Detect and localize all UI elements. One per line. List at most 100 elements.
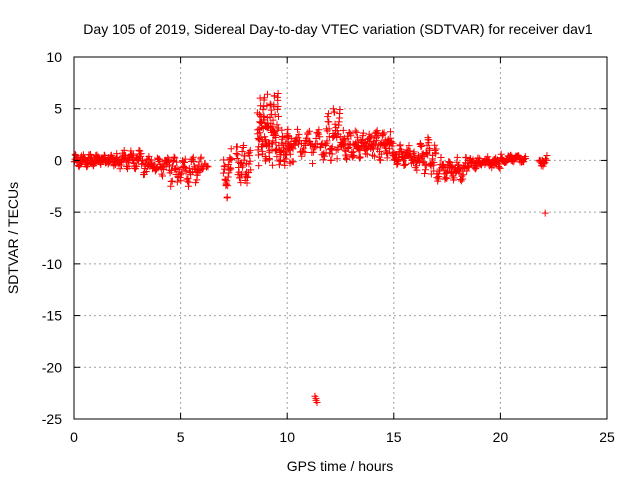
data-point — [129, 150, 137, 158]
data-point — [271, 130, 279, 138]
data-point — [274, 103, 282, 111]
data-point — [367, 133, 375, 141]
data-point — [118, 161, 126, 169]
data-point — [316, 133, 324, 141]
data-point — [540, 160, 548, 168]
x-tick-label: 25 — [599, 429, 615, 445]
x-tick-label: 15 — [386, 429, 402, 445]
y-tick-label: -15 — [42, 308, 62, 324]
data-point — [142, 168, 150, 176]
data-point — [421, 169, 429, 177]
data-point — [197, 153, 205, 161]
data-point — [165, 155, 173, 163]
data-point — [181, 159, 189, 167]
data-points — [70, 89, 551, 406]
data-point — [233, 143, 241, 151]
data-point — [343, 153, 351, 161]
data-point — [158, 172, 166, 180]
data-point — [234, 151, 242, 159]
data-point — [228, 156, 236, 164]
y-tick-label: -25 — [42, 411, 62, 427]
data-point — [484, 153, 492, 161]
data-point — [379, 130, 387, 138]
data-point — [190, 157, 198, 165]
data-point — [177, 177, 185, 185]
data-point — [226, 155, 234, 163]
x-tick-label: 20 — [493, 429, 509, 445]
data-point — [325, 118, 333, 126]
data-point — [278, 126, 286, 134]
data-point — [265, 139, 273, 147]
data-point — [353, 128, 361, 136]
data-point — [356, 154, 364, 162]
data-point — [259, 106, 267, 114]
data-point — [321, 152, 329, 160]
data-point — [224, 182, 232, 190]
data-point — [328, 143, 336, 151]
data-point — [543, 151, 551, 159]
data-point — [394, 160, 402, 168]
data-point — [386, 134, 394, 142]
data-point — [339, 126, 347, 134]
data-point — [347, 132, 355, 140]
data-point — [227, 165, 235, 173]
data-point — [260, 94, 268, 102]
data-point — [266, 100, 274, 108]
data-point — [138, 160, 146, 168]
y-tick-label: -5 — [50, 204, 63, 220]
data-point — [167, 167, 175, 175]
data-point — [312, 135, 320, 143]
data-point — [351, 127, 359, 135]
data-point — [323, 137, 331, 145]
data-point — [305, 127, 313, 135]
data-point — [366, 134, 374, 142]
data-point — [247, 166, 255, 174]
data-point — [350, 151, 358, 159]
data-point — [380, 129, 388, 137]
data-point — [463, 167, 471, 175]
x-tick-label: 10 — [279, 429, 295, 445]
data-point — [269, 116, 277, 124]
data-point — [458, 172, 466, 180]
data-point — [260, 113, 268, 121]
chart-title: Day 105 of 2019, Sidereal Day-to-day VTE… — [83, 21, 593, 37]
data-point — [336, 105, 344, 113]
data-point — [437, 153, 445, 161]
data-point — [233, 155, 241, 163]
data-point — [168, 177, 176, 185]
data-point — [312, 396, 320, 404]
data-point — [353, 133, 361, 141]
data-point — [268, 161, 276, 169]
data-point — [341, 146, 349, 154]
grid-lines — [74, 57, 607, 419]
data-point — [232, 149, 240, 157]
data-point — [177, 171, 185, 179]
data-point — [333, 155, 341, 163]
data-point — [433, 174, 441, 182]
data-point — [328, 150, 336, 158]
data-point — [345, 129, 353, 137]
data-point — [284, 132, 292, 140]
data-point — [269, 123, 277, 131]
data-point — [370, 152, 378, 160]
data-point — [472, 163, 480, 171]
data-point — [440, 163, 448, 171]
data-point — [443, 169, 451, 177]
data-point — [309, 148, 317, 156]
data-point — [411, 152, 419, 160]
data-point — [359, 129, 367, 137]
data-point — [423, 149, 431, 157]
data-point — [257, 134, 265, 142]
y-axis-tick-labels: 10 5 0 -5 -10 -15 -20 -25 — [42, 49, 62, 427]
data-point — [244, 173, 252, 181]
data-point — [345, 143, 353, 151]
data-point — [450, 174, 458, 182]
data-point — [459, 171, 467, 179]
data-point — [299, 147, 307, 155]
data-point — [263, 102, 271, 110]
data-point — [273, 153, 281, 161]
data-point — [226, 164, 234, 172]
data-point — [389, 139, 397, 147]
data-point — [496, 164, 504, 172]
data-point — [237, 179, 245, 187]
